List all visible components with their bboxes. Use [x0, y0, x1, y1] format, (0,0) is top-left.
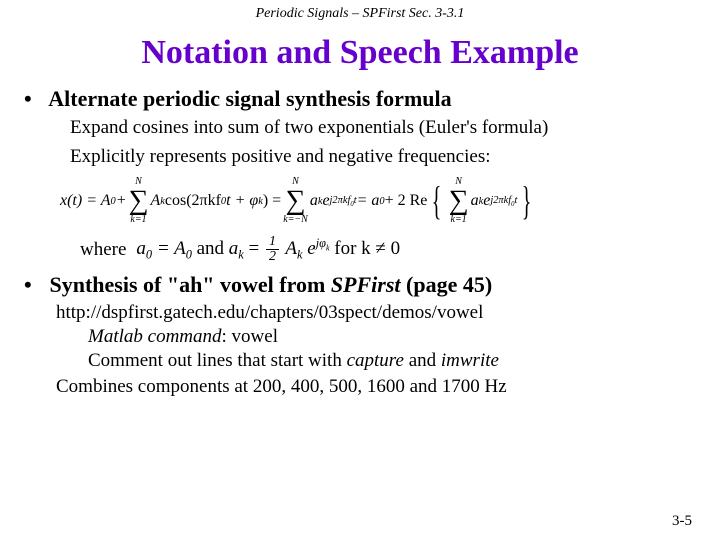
demo-url: http://dspfirst.gatech.edu/chapters/03sp… — [56, 302, 720, 324]
sub-2a: Matlab command: vowel — [88, 326, 720, 348]
formula-where: where a0 = A0 and ak = 1 2 Ak ejφk for k… — [80, 235, 720, 264]
where-label: where — [80, 239, 126, 261]
bullet-2-text-b: SPFirst — [331, 272, 401, 297]
formula-main: x(t) = A0 + N ∑ k=1 Ak cos(2πkf0 t + φk … — [60, 177, 720, 225]
page-title: Notation and Speech Example — [0, 34, 720, 72]
sub-1b: Explicitly represents positive and negat… — [70, 145, 720, 170]
bullet-2-text-c: (page 45) — [401, 272, 493, 297]
header-reference: Periodic Signals – SPFirst Sec. 3-3.1 — [0, 0, 720, 22]
bullet-marker: • — [24, 272, 44, 298]
sub-2c: Combines components at 200, 400, 500, 16… — [56, 376, 720, 398]
bullet-marker: • — [24, 86, 44, 112]
bullet-1: • Alternate periodic signal synthesis fo… — [24, 86, 720, 112]
sub-1a: Expand cosines into sum of two exponenti… — [70, 116, 720, 141]
sub-2b: Comment out lines that start with captur… — [88, 350, 720, 372]
bullet-1-text: Alternate periodic signal synthesis form… — [48, 86, 451, 111]
bullet-2: • Synthesis of "ah" vowel from SPFirst (… — [24, 272, 720, 298]
slide-number: 3-5 — [672, 513, 692, 530]
bullet-2-text-a: Synthesis of "ah" vowel from — [50, 272, 331, 297]
